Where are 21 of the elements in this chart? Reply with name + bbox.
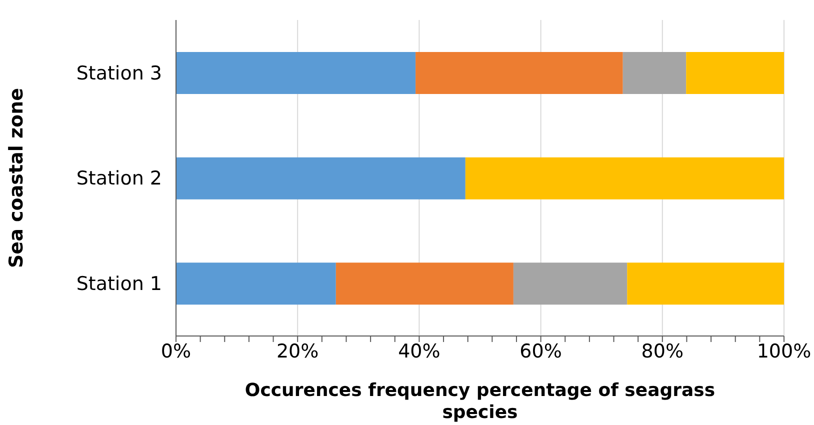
x-axis-title: Occurences frequency percentage of seagrass species [244, 380, 716, 424]
bar [176, 157, 466, 200]
x-tick-label: 40% [398, 340, 440, 362]
y-tick-label: Station 1 [76, 273, 162, 296]
y-tick-label: Station 2 [76, 168, 162, 190]
y-axis-title: Sea coastal zone [6, 88, 28, 268]
bar [416, 52, 623, 94]
y-tick-label: Station 3 [76, 62, 162, 84]
x-tick-label: 60% [520, 340, 562, 362]
x-tick-label: 80% [641, 340, 684, 362]
x-tick-label: 0% [160, 340, 192, 362]
x-tick-label: 20% [276, 340, 319, 362]
bar [176, 262, 336, 305]
x-tick-label: 100% [756, 340, 812, 362]
bar [627, 262, 784, 305]
bar [513, 262, 628, 305]
bar [465, 157, 784, 200]
bar [686, 52, 784, 94]
bar [622, 52, 686, 94]
bar [176, 52, 416, 94]
bar [336, 262, 514, 305]
